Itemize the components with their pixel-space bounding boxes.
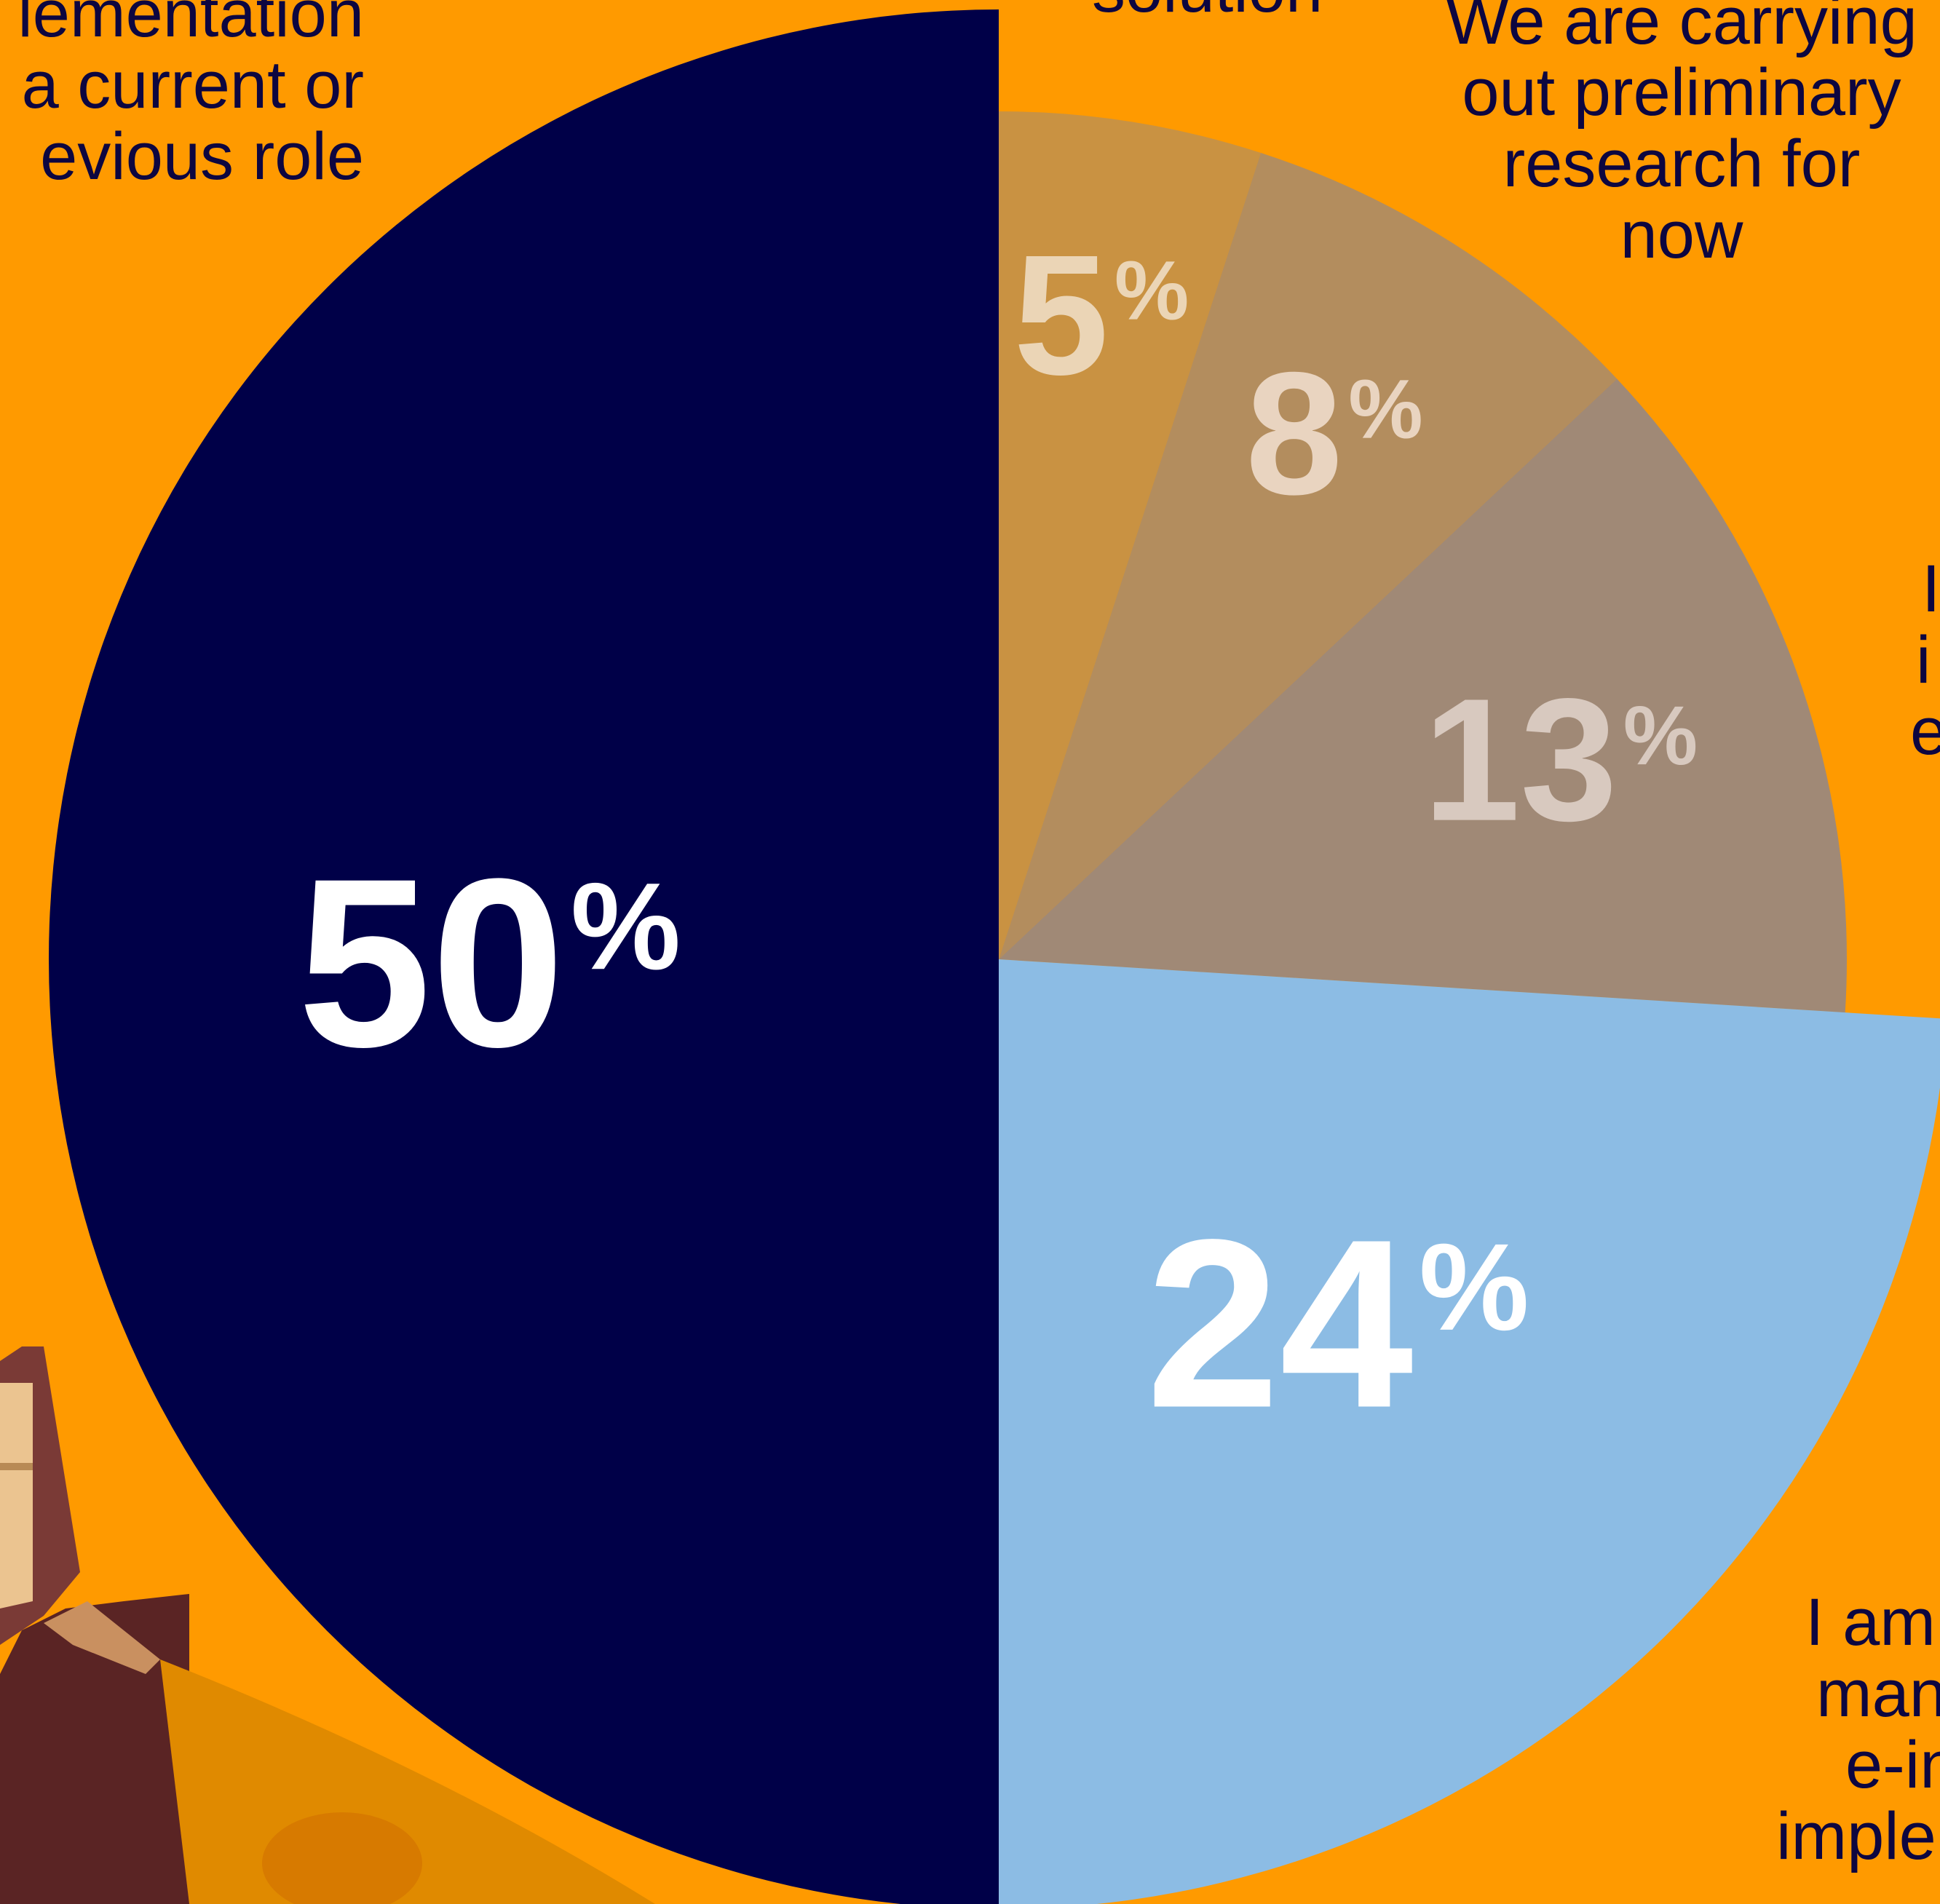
label-line: e-in [1845, 1728, 1940, 1802]
pie-slice-50 [49, 9, 999, 1904]
slice-value-label: 13% [1423, 662, 1698, 857]
slice-value-number: 5 [1013, 219, 1109, 410]
slice-value-unit: % [1419, 1218, 1529, 1357]
label-line: solution [1092, 0, 1323, 25]
label-line: a current or [21, 48, 364, 122]
label-line: now [1620, 198, 1743, 272]
slice-value-label: 5% [1013, 219, 1189, 410]
slice-value-number: 50 [298, 828, 565, 1097]
label-line: evious role [40, 119, 364, 194]
slice-value-unit: % [1623, 689, 1698, 782]
slice-value-label: 50% [298, 828, 681, 1097]
label-line: We are carrying [1446, 0, 1917, 58]
slice-value-label: 24% [1146, 1189, 1529, 1458]
label-line: lementation [17, 0, 364, 51]
decorative-figure-illustration [0, 1346, 655, 1904]
label-line: I [1922, 552, 1940, 626]
label-line: man [1816, 1657, 1940, 1731]
label-block-mid-right: I i e [1910, 552, 1940, 767]
label-block-top-right: We are carrying out preliminary research… [1420, 0, 1940, 271]
label-block-top-left: lementation a current or evious role [0, 0, 364, 192]
slice-value-number: 13 [1423, 662, 1618, 857]
label-line: i [1916, 623, 1931, 697]
slice-value-unit: % [1348, 363, 1422, 456]
pie-slice-5 [999, 111, 1261, 959]
label-block-top-center: solution [1092, 0, 1323, 25]
pie-slice-13 [999, 378, 1847, 1013]
label-block-bottom-right: I am man e-in imple [1776, 1587, 1940, 1872]
label-line: out preliminary [1462, 55, 1901, 130]
slice-value-unit: % [1114, 245, 1189, 338]
label-line: research for [1502, 127, 1861, 201]
label-line: imple [1776, 1799, 1936, 1873]
slice-value-number: 8 [1246, 336, 1342, 531]
slice-value-unit: % [571, 857, 681, 996]
label-line: I am [1805, 1585, 1936, 1659]
slice-value-label: 8% [1246, 336, 1423, 531]
pie-slice-8 [999, 153, 1618, 959]
pie-slice-24 [999, 959, 1940, 1904]
slice-value-number: 24 [1146, 1189, 1414, 1458]
label-line: e [1910, 694, 1940, 769]
